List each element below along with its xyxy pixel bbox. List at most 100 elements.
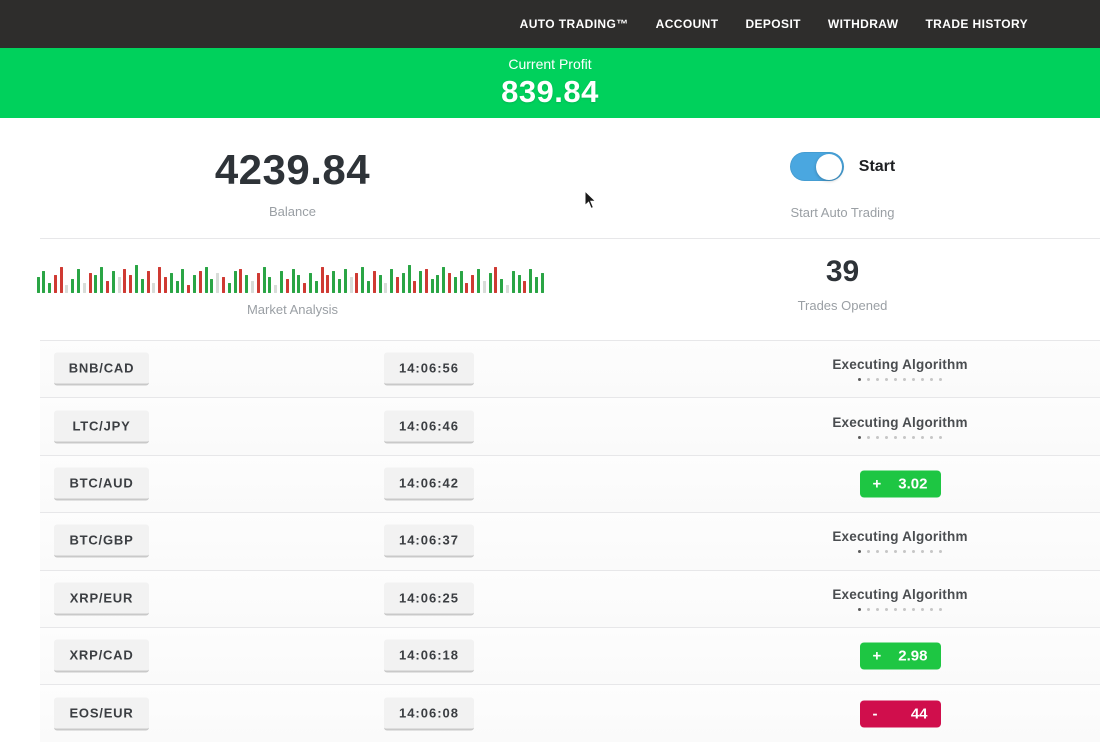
trades-opened-block: 39 Trades Opened	[585, 239, 1100, 340]
auto-trading-block: Start Start Auto Trading	[585, 118, 1100, 238]
progress-dot	[876, 378, 879, 382]
trade-row: XRP/EUR 14:06:25 Executing Algorithm	[40, 570, 1100, 628]
chart-bar	[94, 275, 98, 293]
chart-bar	[204, 267, 208, 293]
nav-item-trade-history[interactable]: TRADE HISTORY	[925, 17, 1028, 31]
pair-chip: LTC/JPY	[54, 410, 149, 444]
trade-row: LTC/JPY 14:06:46 Executing Algorithm	[40, 398, 1100, 456]
executing-algorithm-label: Executing Algorithm	[832, 586, 968, 602]
progress-dot	[885, 378, 888, 382]
trade-row: XRP/CAD 14:06:18 +2.98	[40, 627, 1100, 686]
chart-bar	[65, 285, 69, 293]
progress-dot	[867, 550, 870, 554]
chart-bar	[187, 285, 191, 293]
chart-bar	[111, 271, 115, 293]
chart-bar	[366, 281, 370, 293]
chart-bar	[140, 279, 144, 293]
chart-bar	[193, 275, 197, 293]
nav-item-deposit[interactable]: DEPOSIT	[745, 17, 801, 31]
nav-item-account[interactable]: ACCOUNT	[655, 17, 719, 31]
progress-dot	[858, 550, 861, 554]
progress-dot	[930, 435, 933, 439]
progress-dot	[858, 607, 861, 611]
chart-bar	[448, 273, 452, 293]
trade-status-cell: Executing Algorithm	[800, 357, 1000, 382]
nav-item-withdraw[interactable]: WITHDRAW	[827, 17, 899, 31]
trade-result-sign: +	[872, 475, 882, 493]
market-analysis-block: Market Analysis	[0, 239, 585, 340]
chart-bar	[424, 269, 428, 293]
chart-bar	[488, 273, 492, 293]
trade-status-cell: Executing Algorithm	[800, 415, 1000, 439]
pair-chip: XRP/CAD	[54, 639, 149, 673]
chart-bar	[268, 277, 272, 293]
chart-bar	[407, 265, 411, 293]
chart-bar	[123, 269, 127, 293]
current-profit-banner: Current Profit 839.84	[0, 48, 1100, 118]
chart-bar	[511, 271, 515, 293]
chart-bar	[291, 269, 295, 293]
trade-status-cell: - 44	[800, 700, 1000, 728]
chart-bar	[198, 271, 202, 293]
trade-result-value: 3.02	[898, 475, 928, 493]
progress-dot	[930, 378, 933, 382]
chart-bar	[395, 277, 399, 293]
chart-bar	[320, 267, 324, 293]
trade-result-value: 44	[910, 705, 928, 723]
trade-result-badge: +3.02	[859, 470, 941, 498]
chart-bar	[117, 277, 121, 293]
chart-bar	[262, 267, 266, 293]
progress-dot	[885, 550, 888, 554]
chart-bar	[250, 281, 254, 293]
progress-dot	[894, 435, 897, 439]
chart-bar	[337, 279, 341, 293]
chart-bar	[77, 269, 81, 293]
chart-bar	[285, 279, 289, 293]
progress-dot	[939, 607, 942, 611]
chart-bar	[146, 271, 150, 293]
progress-dot	[921, 435, 924, 439]
trade-row: EOS/EUR 14:06:08 - 44	[40, 685, 1100, 742]
chart-bar	[401, 273, 405, 293]
chart-bar	[529, 269, 533, 293]
chart-bar	[430, 279, 434, 293]
progress-dot	[930, 607, 933, 611]
chart-bar	[88, 273, 92, 293]
progress-dot	[894, 378, 897, 382]
chart-bar	[378, 275, 382, 293]
chart-bar	[222, 277, 225, 293]
balance-value: 4239.84	[214, 146, 371, 193]
progress-dot	[867, 435, 870, 439]
chart-bar	[42, 271, 46, 293]
stats-row-market: Market Analysis 39 Trades Opened	[0, 239, 1100, 340]
chart-bar	[506, 285, 510, 293]
progress-dot	[876, 607, 879, 611]
chart-bar	[274, 285, 278, 293]
progress-dot	[867, 378, 870, 382]
progress-dots-icon	[800, 550, 1000, 554]
chart-bar	[477, 269, 481, 293]
trade-status-cell: +3.02	[800, 470, 1000, 498]
chart-bar	[465, 283, 469, 293]
chart-bar	[239, 269, 243, 293]
chart-bar	[158, 267, 162, 293]
top-navbar: AUTO TRADING™ ACCOUNT DEPOSIT WITHDRAW TRADE…	[0, 0, 1100, 48]
time-chip: 14:06:42	[384, 467, 474, 501]
progress-dots-icon	[800, 435, 1000, 439]
chart-bar	[500, 279, 504, 293]
nav-item-auto-trading[interactable]: AUTO TRADING™	[519, 17, 629, 31]
pair-chip: BTC/AUD	[54, 467, 149, 501]
pair-chip: BTC/GBP	[54, 524, 149, 558]
progress-dot	[912, 550, 915, 554]
chart-bar	[152, 283, 156, 293]
chart-bar	[413, 281, 417, 293]
auto-trading-toggle[interactable]	[789, 152, 844, 181]
progress-dot	[894, 550, 897, 554]
pair-chip: BNB/CAD	[54, 352, 149, 386]
chart-bar	[169, 273, 173, 293]
progress-dot	[876, 550, 879, 554]
executing-algorithm-label: Executing Algorithm	[832, 414, 968, 430]
trade-result-sign: -	[872, 705, 878, 723]
divider	[40, 340, 1100, 341]
time-chip: 14:06:46	[384, 410, 474, 444]
